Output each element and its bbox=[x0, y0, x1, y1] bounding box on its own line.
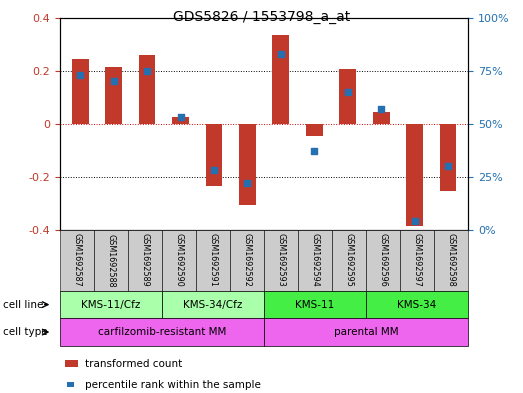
Text: cell line: cell line bbox=[3, 299, 43, 310]
Text: parental MM: parental MM bbox=[334, 327, 399, 337]
Point bbox=[176, 114, 185, 121]
Text: transformed count: transformed count bbox=[85, 358, 183, 369]
Point bbox=[444, 163, 452, 169]
Bar bbox=[306, 124, 323, 136]
Bar bbox=[172, 117, 189, 124]
Text: GSM1692594: GSM1692594 bbox=[311, 233, 320, 287]
Point bbox=[109, 78, 118, 84]
Point bbox=[344, 89, 352, 95]
Text: GSM1692593: GSM1692593 bbox=[277, 233, 286, 287]
Text: GSM1692597: GSM1692597 bbox=[413, 233, 422, 287]
Text: cell type: cell type bbox=[3, 327, 47, 337]
Text: GSM1692592: GSM1692592 bbox=[243, 233, 252, 287]
Bar bbox=[339, 70, 356, 124]
Point bbox=[76, 72, 84, 78]
Text: GSM1692590: GSM1692590 bbox=[175, 233, 184, 287]
Text: GSM1692598: GSM1692598 bbox=[447, 233, 456, 287]
Bar bbox=[440, 124, 457, 191]
Bar bbox=[105, 67, 122, 124]
Bar bbox=[239, 124, 256, 205]
Text: GSM1692589: GSM1692589 bbox=[141, 233, 150, 287]
Text: GSM1692588: GSM1692588 bbox=[107, 233, 116, 287]
Bar bbox=[373, 112, 390, 124]
Bar bbox=[139, 55, 155, 124]
Point bbox=[243, 180, 252, 186]
Point bbox=[143, 68, 151, 74]
Bar bbox=[72, 59, 88, 124]
Text: GSM1692595: GSM1692595 bbox=[345, 233, 354, 287]
Text: KMS-11/Cfz: KMS-11/Cfz bbox=[82, 299, 141, 310]
Text: GSM1692591: GSM1692591 bbox=[209, 233, 218, 287]
Bar bbox=[406, 124, 423, 226]
Point bbox=[377, 106, 385, 112]
Text: KMS-34/Cfz: KMS-34/Cfz bbox=[184, 299, 243, 310]
Text: KMS-11: KMS-11 bbox=[295, 299, 335, 310]
Text: GSM1692587: GSM1692587 bbox=[73, 233, 82, 287]
Text: carfilzomib-resistant MM: carfilzomib-resistant MM bbox=[98, 327, 226, 337]
Point bbox=[277, 51, 285, 57]
Text: percentile rank within the sample: percentile rank within the sample bbox=[85, 380, 261, 390]
Bar bbox=[272, 35, 289, 124]
Point bbox=[210, 167, 218, 174]
Text: GDS5826 / 1553798_a_at: GDS5826 / 1553798_a_at bbox=[173, 10, 350, 24]
Bar bbox=[206, 124, 222, 186]
Text: GSM1692596: GSM1692596 bbox=[379, 233, 388, 287]
Point bbox=[310, 148, 319, 154]
Text: KMS-34: KMS-34 bbox=[397, 299, 437, 310]
Point bbox=[411, 218, 419, 224]
